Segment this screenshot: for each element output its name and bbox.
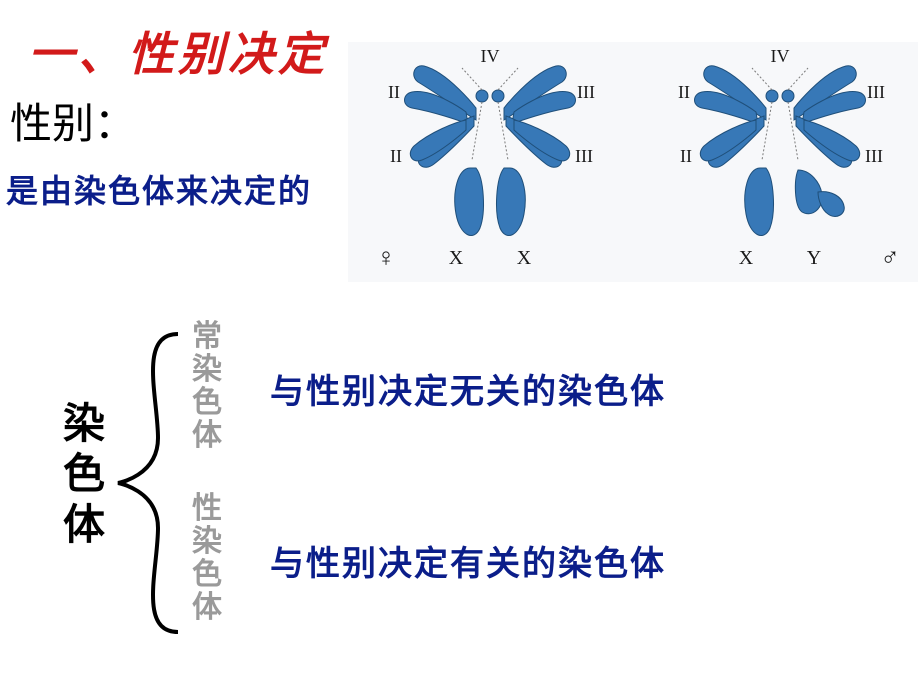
chromosome-svg: IV II III II III X X ♀ — [348, 42, 918, 282]
desc-sex-chromosome: 与性别决定有关的染色体 — [270, 536, 666, 585]
section-heading: 一、性别决定 — [28, 18, 328, 84]
male-symbol: ♂ — [880, 243, 900, 272]
definition-line: 是由染色体来决定的 — [6, 166, 312, 212]
subheading: 性别： — [10, 90, 136, 151]
label-iii-lt: III — [577, 82, 595, 102]
label-iii-lb: III — [575, 146, 593, 166]
label-iii-rt: III — [867, 82, 885, 102]
label-x-l2: X — [517, 247, 532, 269]
label-y-r: Y — [807, 247, 821, 269]
label-iii-rb: III — [865, 146, 883, 166]
female-symbol: ♀ — [376, 243, 396, 272]
bracket-section: 染色体 常染色体 性染色体 与性别决定无关的染色体 与性别决定有关的染色体 — [60, 320, 880, 660]
label-ii-lb: II — [390, 146, 402, 166]
label-iv-right: IV — [771, 46, 790, 66]
label-x-l1: X — [449, 247, 464, 269]
bracket-sub2-label: 性染色体 — [190, 492, 224, 624]
label-ii-lt: II — [388, 82, 400, 102]
label-ii-rb: II — [680, 146, 692, 166]
brace-icon — [108, 328, 188, 638]
bracket-main-label: 染色体 — [60, 400, 108, 551]
desc-autosome: 与性别决定无关的染色体 — [270, 364, 666, 413]
bracket-sub1-label: 常染色体 — [190, 320, 224, 452]
sub1-text: 常染色体 — [192, 320, 222, 452]
sub2-text: 性染色体 — [192, 492, 222, 624]
label-iv-left: IV — [481, 46, 500, 66]
label-ii-rt: II — [678, 82, 690, 102]
label-x-r: X — [739, 247, 754, 269]
chromosome-diagram: IV II III II III X X ♀ — [348, 42, 918, 282]
main-text: 染色体 — [63, 402, 105, 549]
